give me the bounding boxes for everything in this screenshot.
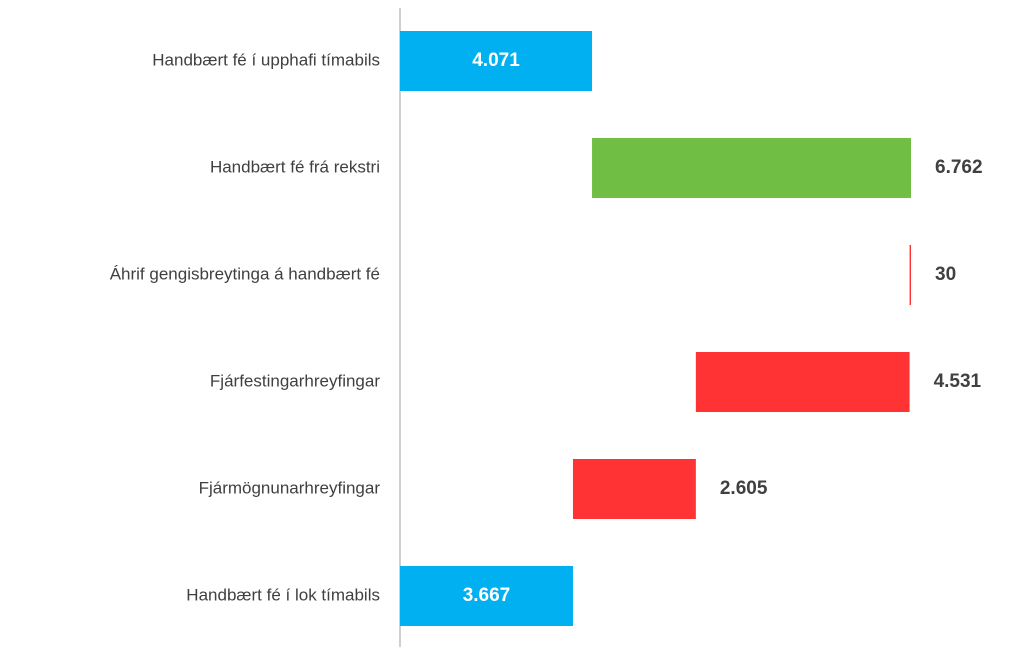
- value-label: 3.667: [463, 585, 511, 606]
- bar: [572, 459, 696, 519]
- category-label: Áhrif gengisbreytinga á handbært fé: [110, 264, 380, 283]
- bar: [592, 138, 911, 198]
- bar: [909, 245, 911, 305]
- category-label: Handbært fé frá rekstri: [210, 157, 380, 176]
- category-label: Fjármögnunarhreyfingar: [199, 478, 381, 497]
- bar: [400, 566, 573, 626]
- category-label: Handbært fé í lok tímabils: [186, 585, 380, 604]
- bar: [695, 352, 910, 412]
- value-label: 4.531: [934, 371, 982, 392]
- bar: [400, 31, 593, 91]
- value-label: 4.071: [472, 50, 520, 71]
- value-label: 6.762: [935, 157, 983, 178]
- category-label: Fjárfestingarhreyfingar: [210, 371, 380, 390]
- value-label: 2.605: [720, 478, 768, 499]
- category-label: Handbært fé í upphafi tímabils: [152, 50, 380, 69]
- value-label: 30: [935, 264, 956, 285]
